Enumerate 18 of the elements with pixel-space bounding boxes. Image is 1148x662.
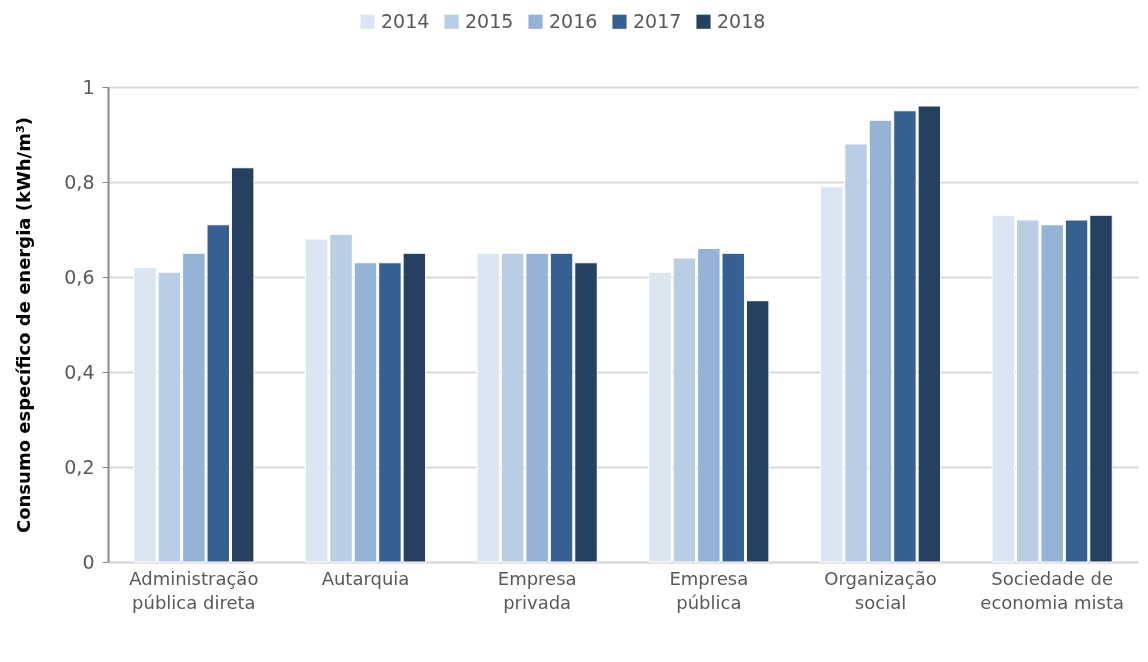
y-tick-label: 1: [82, 75, 95, 98]
legend-label: 2017: [633, 9, 682, 32]
legend-label: 2018: [717, 9, 766, 32]
legend-label: 2014: [381, 9, 430, 32]
x-tick-label: Empresa privada: [497, 567, 577, 613]
x-tick-label: Sociedade de economia mista: [980, 567, 1125, 613]
y-tick-label: 0,4: [64, 360, 95, 383]
legend-label: 2015: [465, 9, 514, 32]
y-tick-label: 0,2: [64, 455, 95, 478]
y-tick-label: 0,6: [64, 265, 95, 288]
y-tick-label: 0,8: [64, 170, 95, 193]
y-axis-title: Consumo específico de energia (kWh/m³): [13, 116, 35, 534]
x-tick-label: Organização social: [824, 567, 937, 613]
x-tick-label: Administração pública direta: [129, 567, 259, 613]
y-tick-label: 0: [82, 550, 95, 573]
x-tick-label: Autarquia: [321, 567, 410, 589]
x-tick-label: Empresa pública: [669, 567, 749, 613]
legend-label: 2016: [549, 9, 598, 32]
